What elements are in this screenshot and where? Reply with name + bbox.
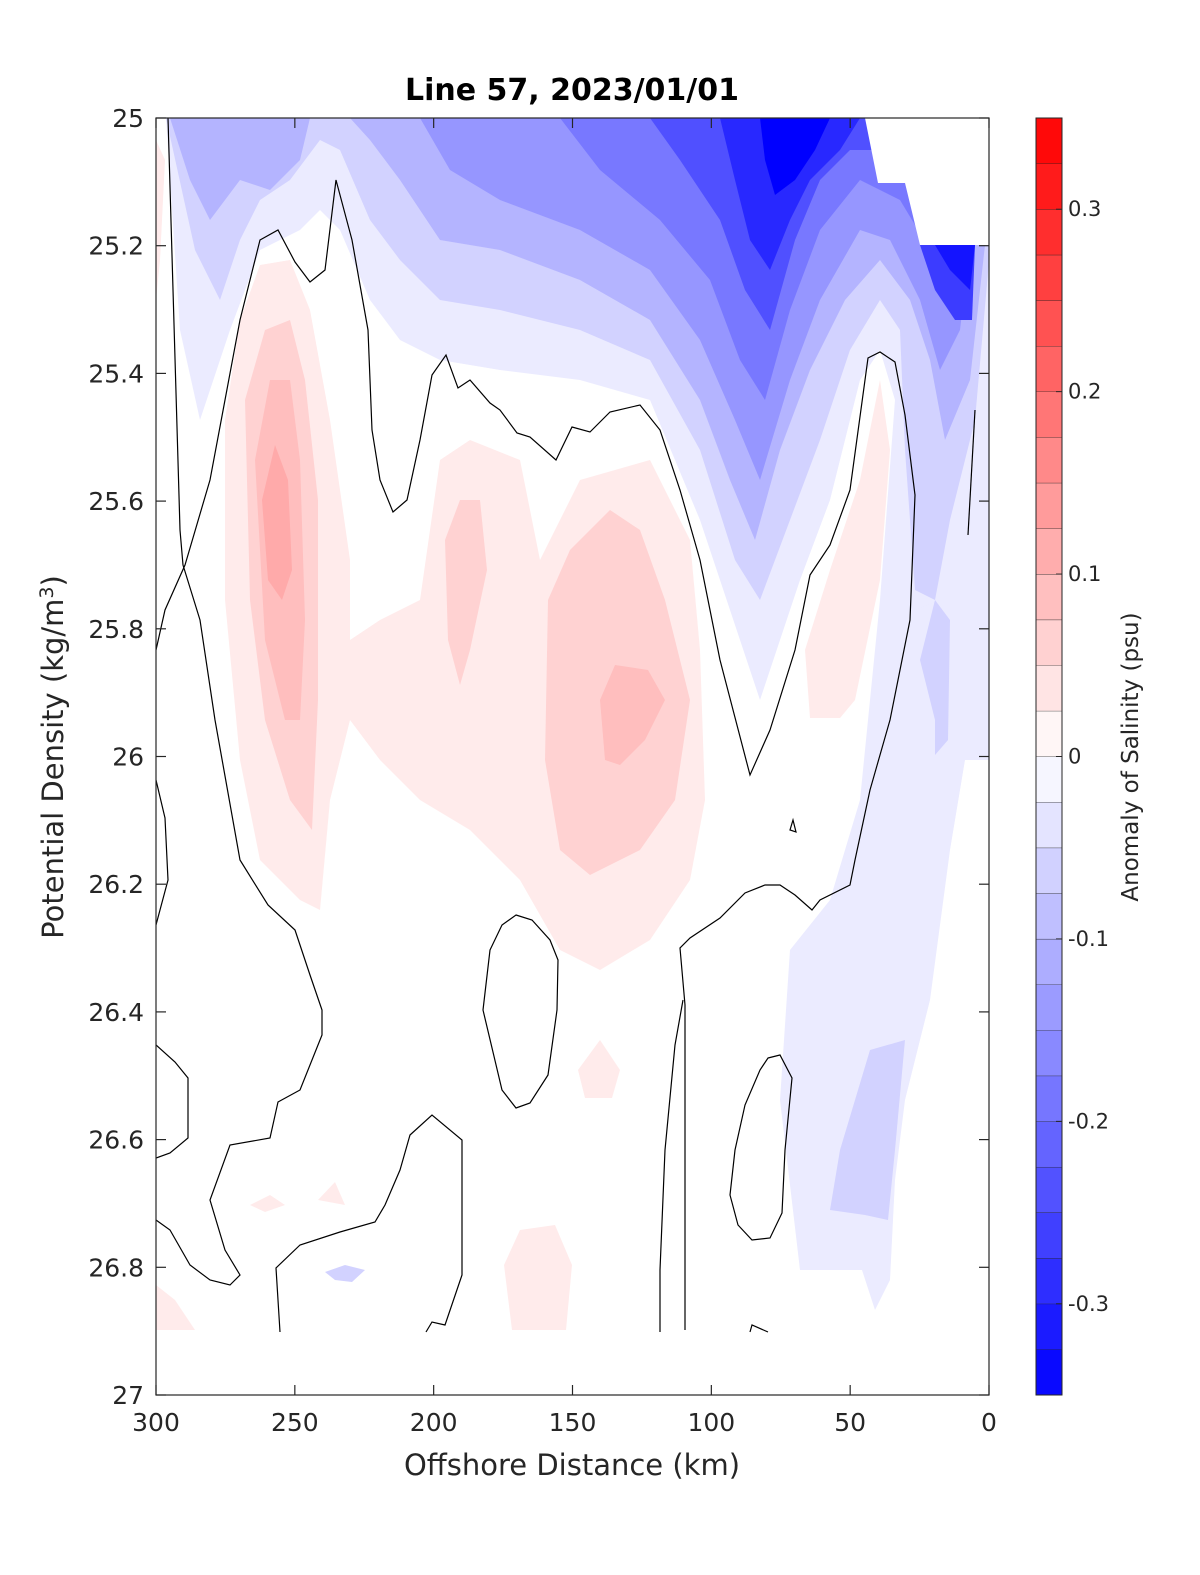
y-tick-label: 26.2 [88,870,144,899]
contour-fill [156,118,989,1395]
zero-contour [156,779,169,926]
colorbar-swatch [1036,254,1062,301]
positive-region [156,1285,195,1330]
colorbar-swatch [1036,1075,1062,1122]
colorbar-swatch [1036,482,1062,529]
y-tick-label: 25 [112,104,144,133]
zero-contour [156,1044,189,1159]
zero-contour [156,118,323,1286]
y-tick-label: 26.4 [88,998,144,1027]
colorbar-swatch [1036,1030,1062,1076]
x-axis-label: Offshore Distance (km) [404,1448,740,1482]
colorbar-tick-label: 0.2 [1068,380,1101,404]
zero-contour-lines [156,118,976,1333]
y-tick-label: 25.6 [88,487,144,516]
zero-contour [789,817,797,833]
colorbar-swatch [1036,1303,1062,1350]
negative-region [920,600,950,755]
x-tick-label: 150 [549,1408,597,1437]
x-tick-label: 50 [834,1408,866,1437]
y-tick-label: 26 [112,743,144,772]
colorbar-tick-label: 0.1 [1068,562,1101,586]
plot-area [155,117,990,1396]
zero-contour [967,409,976,536]
colorbar-tick-label: 0.3 [1068,197,1101,221]
y-tick-label: 27 [112,1381,144,1410]
zero-contour [729,1054,793,1241]
positive-region [262,445,292,600]
colorbar-swatch [1036,893,1062,939]
colorbar-swatch [1036,1166,1062,1213]
colorbar-swatch [1036,1121,1062,1167]
colorbar-swatch [1036,163,1062,210]
negative-region [796,600,965,1310]
zero-contour [659,999,684,1332]
colorbar-swatch [1036,574,1062,620]
colorbar-swatch [1036,802,1062,848]
negative-region [760,118,830,195]
x-tick-label: 0 [981,1408,997,1437]
negative-region [830,1040,905,1220]
x-tick-label: 100 [687,1408,735,1437]
colorbar-swatch [1036,665,1062,711]
colorbar-swatch [1036,346,1062,392]
colorbar-swatch [1036,209,1062,255]
colorbar-swatch [1036,118,1062,164]
colorbar-swatch [1036,528,1062,575]
x-tick-label: 250 [271,1408,319,1437]
y-tick-label: 26.6 [88,1126,144,1155]
no-data-region [156,1332,989,1395]
chart-title: Line 57, 2023/01/01 [405,73,739,108]
positive-region [504,1225,572,1330]
colorbar-swatch [1036,619,1062,666]
negative-region [325,1265,365,1282]
colorbar-swatch [1036,1212,1062,1259]
no-data-region [865,118,989,245]
colorbar-tick-label: -0.3 [1068,1292,1109,1316]
colorbar-swatch [1036,300,1062,347]
zero-contour [482,914,559,1109]
colorbar-tick-label: -0.1 [1068,927,1109,951]
y-tick-label: 26.8 [88,1253,144,1282]
zero-contour [156,179,916,1330]
positive-region [156,140,165,300]
colorbar-swatch [1036,1349,1062,1395]
colorbar-swatch [1036,756,1062,803]
zero-contour [749,1324,769,1333]
x-tick-label: 300 [132,1408,180,1437]
colorbar-swatch [1036,938,1062,985]
colorbar-swatch [1036,1258,1062,1304]
colorbar: 0.3 0.2 0.1 0 -0.1 -0.2 -0.3 [1035,117,1109,1396]
positive-region [250,1195,285,1212]
x-axis-ticks: 300 250 200 150 100 50 0 [132,118,997,1437]
negative-region [170,118,310,220]
negative-region [720,118,860,270]
y-axis-ticks: 25 25.2 25.4 25.6 25.8 26 26.2 26.4 26.6 26.8 27 [88,104,989,1410]
x-tick-label: 200 [410,1408,458,1437]
colorbar-tick-label: -0.2 [1068,1109,1109,1133]
y-tick-label: 25.4 [88,359,144,388]
y-axis-label: Potential Density (kg/m3) [36,575,70,939]
zero-contour [275,1114,463,1333]
y-tick-label: 25.2 [88,232,144,261]
y-tick-label: 25.8 [88,615,144,644]
positive-region [600,665,665,765]
positive-region [318,1182,345,1205]
colorbar-swatch [1036,984,1062,1031]
colorbar-swatch [1036,710,1062,757]
negative-region [935,245,975,290]
colorbar-tick-label: 0 [1068,745,1081,769]
colorbar-swatch [1036,847,1062,894]
positive-region [578,1040,620,1098]
colorbar-swatch [1036,437,1062,483]
positive-region [445,500,487,685]
positive-region [805,380,890,718]
colorbar-swatch [1036,391,1062,438]
colorbar-label: Anomaly of Salinity (psu) [1118,612,1144,901]
